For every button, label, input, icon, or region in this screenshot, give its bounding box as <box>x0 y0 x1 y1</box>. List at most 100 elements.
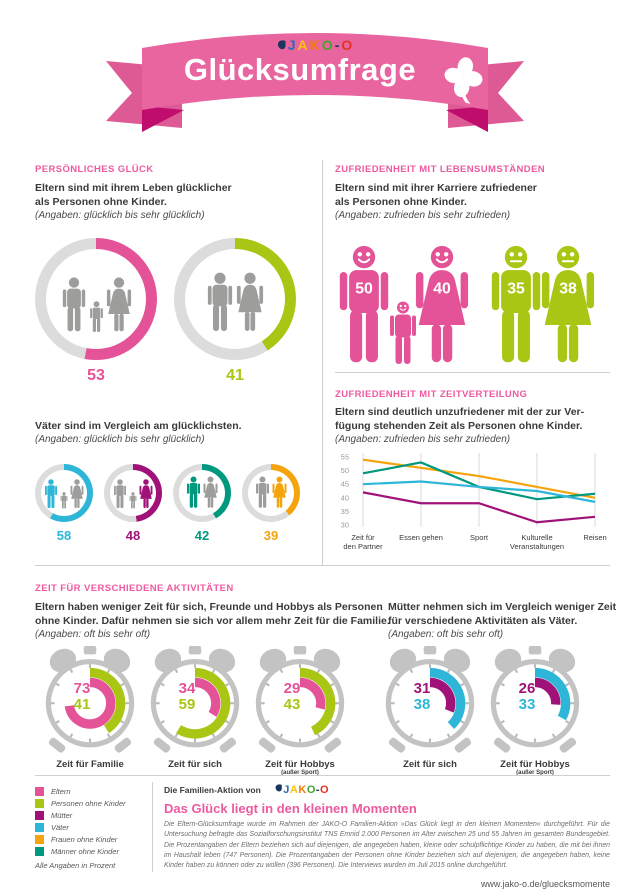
happiness-donuts: 53 41 <box>35 238 296 385</box>
legend-item-vaeter: Väter <box>35 822 126 834</box>
footer-url[interactable]: www.jako-o.de/gluecksmomente <box>480 878 610 889</box>
aktivitaeten-left-text: Eltern haben weniger Zeit für sich, Freu… <box>35 601 390 627</box>
donut-ohne-kinder: 41 <box>174 238 296 385</box>
legend-swatch <box>35 787 44 797</box>
donut-frauen-ohne-kinder: 39 <box>242 464 300 543</box>
clock-value-1: 31 <box>413 680 431 697</box>
clover-icon <box>444 57 483 104</box>
donut-hole <box>185 249 285 349</box>
donut-value-eltern: 53 <box>87 367 105 384</box>
clock-sublabel: (außer Sport) <box>281 770 319 776</box>
section-heading-zeitverteilung: ZUFRIEDENHEIT MIT ZEITVERTEILUNG <box>335 389 528 400</box>
father-figure: 50 <box>336 245 392 366</box>
footer-column-divider <box>152 782 153 872</box>
legend-swatch <box>35 811 44 821</box>
aktivitaeten-left-intro: Eltern haben weniger Zeit für sich, Freu… <box>35 601 390 640</box>
donut-eltern: 53 <box>35 238 157 385</box>
footer-prefix: Die Familien-Aktion von <box>164 784 261 795</box>
aktivitaeten-right-text: Mütter nehmen sich im Vergleich weniger … <box>388 601 617 627</box>
legend-item-maenner: Männer ohne Kinder <box>35 846 126 858</box>
clock-value-2: 38 <box>413 696 431 714</box>
legend-note: Alle Angaben in Prozent <box>35 861 116 870</box>
category-label: Zeit für den Partner <box>343 533 383 552</box>
banner-title: Glücksumfrage <box>183 52 417 87</box>
footer-block: Die Familien-Aktion von JAKO-O Das Glück… <box>164 781 610 889</box>
legend-item-eltern: Eltern <box>35 786 126 798</box>
donut-hole <box>248 470 294 516</box>
clock-values: 29 43 <box>248 680 336 714</box>
alarm-clock-icon: 34 59 <box>143 645 247 757</box>
clock-values: 34 59 <box>143 680 231 713</box>
legend-swatch <box>35 847 44 857</box>
clock-value-2: 41 <box>73 696 91 714</box>
glueck-text: Eltern sind mit ihrem Leben glücklicher … <box>35 182 232 208</box>
donut-maenner-ohne-kinder: 42 <box>173 464 231 543</box>
couple-woman-icon <box>242 464 300 522</box>
clock-value-1: 29 <box>283 680 301 697</box>
clock-values: 26 33 <box>483 680 571 714</box>
footer-jako-o-logo: JAKO-O <box>274 783 329 796</box>
donut-ring-vaeter <box>35 464 93 522</box>
aktivitaeten-right-note: (Angaben: oft bis sehr oft) <box>388 628 504 640</box>
category-label: Essen gehen <box>399 533 443 542</box>
career-pictogram: 50 40 35 38 <box>336 240 596 366</box>
column-divider <box>322 160 323 565</box>
clock-label: Zeit für sich <box>168 759 222 770</box>
category-label: Kulturelle Veranstaltungen <box>509 533 565 552</box>
clock-label: Zeit für sich <box>403 759 457 770</box>
man-no-kids-value: 35 <box>507 280 525 297</box>
donut-hole <box>179 470 225 516</box>
legend-swatch <box>35 823 44 833</box>
woman-no-kids-value: 38 <box>559 280 577 297</box>
legend-swatch <box>35 799 44 809</box>
right-column-divider <box>335 372 610 373</box>
svg-text:55: 55 <box>341 453 349 462</box>
clock-zeit-fuer-sich-eltern: 34 59 Zeit für sich <box>143 645 247 770</box>
clock-value-1: 26 <box>518 680 536 697</box>
aktivitaeten-right-intro: Mütter nehmen sich im Vergleich weniger … <box>388 601 616 640</box>
donut-ring-maenner <box>173 464 231 522</box>
line-chart-categories: Zeit für den Partner Essen gehen Sport K… <box>333 533 610 559</box>
glueck-intro: Eltern sind mit ihrem Leben glücklicher … <box>35 182 232 221</box>
jako-o-logo: JAKO-O <box>0 37 630 53</box>
svg-text:30: 30 <box>341 521 349 530</box>
woman-no-kids-figure: 38 <box>540 245 596 366</box>
zeitverteilung-intro: Eltern sind deutlich unzufriedener mit d… <box>335 406 584 445</box>
legend-item-muetter: Mütter <box>35 810 126 822</box>
header-banner: JAKO-O Glücksumfrage <box>0 6 630 146</box>
glueck-subtext: Väter sind im Vergleich am glücklichsten… <box>35 420 242 432</box>
donut-value-maenner: 42 <box>194 528 210 543</box>
clock-value-2: 43 <box>283 696 301 714</box>
legend-item-frauen: Frauen ohne Kinder <box>35 834 126 846</box>
footer-headline: Das Glück liegt in den kleinen Momenten <box>164 801 417 816</box>
donut-value-vaeter: 58 <box>56 528 72 543</box>
family-father-icon <box>35 464 93 522</box>
glueck-note: (Angaben: glücklich bis sehr glücklich) <box>35 209 205 221</box>
donut-ring-muetter <box>104 464 162 522</box>
legend-item-ohne-kinder: Personen ohne Kinder <box>35 798 126 810</box>
lebensumstaende-note: (Angaben: zufrieden bis sehr zufrieden) <box>335 209 511 221</box>
clock-value-1: 73 <box>73 680 91 697</box>
father-value: 50 <box>355 280 373 297</box>
clock-zeit-fuer-sich-muetter: 31 38 Zeit für sich <box>378 645 482 770</box>
time-satisfaction-line-chart: 30 35 40 45 50 55 <box>341 453 596 530</box>
alarm-clock-icon: 73 41 <box>38 645 142 757</box>
clock-value-2: 33 <box>518 696 536 714</box>
clock-label: Zeit für Hobbys <box>500 759 570 770</box>
clock-values: 73 41 <box>38 680 126 714</box>
alarm-clock-icon: 31 38 <box>378 645 482 757</box>
glueck-subnote: (Angaben: glücklich bis sehr glücklich) <box>35 433 205 445</box>
brand-letters: JAKO-O <box>287 37 354 53</box>
child-figure <box>388 301 418 366</box>
svg-text:45: 45 <box>341 480 349 489</box>
donut-value-muetter: 48 <box>125 528 141 543</box>
donut-value-frauen: 39 <box>263 528 279 543</box>
section-heading-aktivitaeten: ZEIT FÜR VERSCHIEDENE AKTIVITÄTEN <box>35 583 234 594</box>
footer-body-text: Die Eltern-Glücksumfrage wurde im Rahmen… <box>164 821 610 870</box>
couple-icon <box>174 238 296 360</box>
donut-value-ohne-kinder: 41 <box>226 367 244 384</box>
jako-o-bird-icon <box>277 40 286 50</box>
mother-value: 40 <box>433 280 451 297</box>
mother-figure: 40 <box>414 245 470 366</box>
lebensumstaende-intro: Eltern sind mit ihrer Karriere zufrieden… <box>335 182 537 221</box>
